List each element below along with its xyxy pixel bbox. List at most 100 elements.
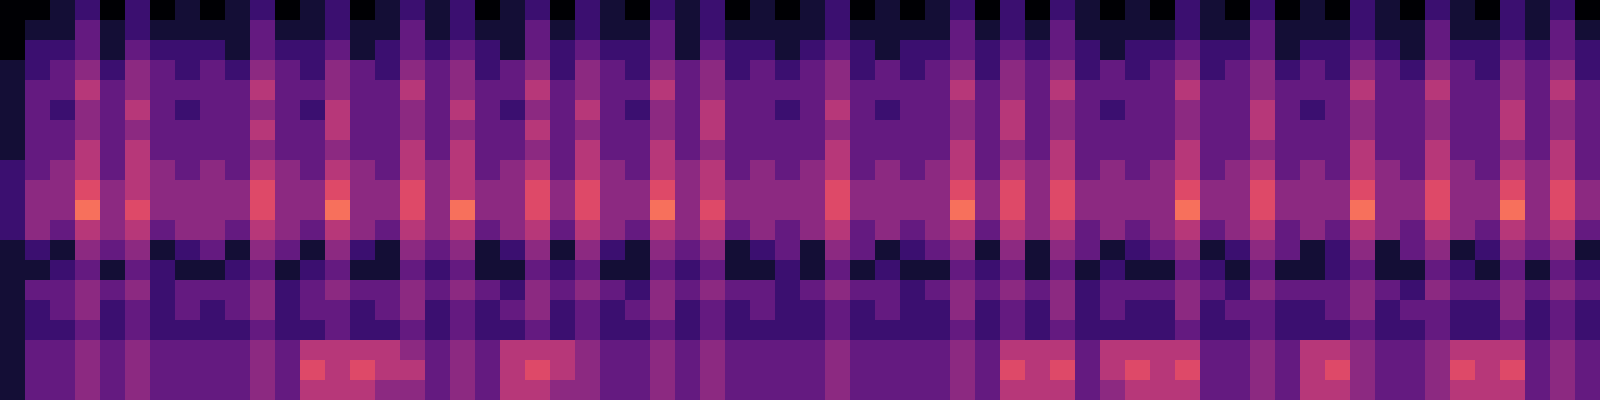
- heatmap-cell: [925, 40, 951, 61]
- heatmap-cell: [700, 60, 726, 81]
- heatmap-cell: [975, 340, 1001, 361]
- heatmap-cell: [500, 120, 526, 141]
- heatmap-cell: [1125, 120, 1151, 141]
- heatmap-cell: [950, 200, 976, 221]
- heatmap-cell: [1375, 320, 1401, 341]
- heatmap-cell: [900, 340, 926, 361]
- heatmap-cell: [1450, 380, 1476, 400]
- heatmap-cell: [1575, 100, 1600, 121]
- heatmap-cell: [350, 320, 376, 341]
- heatmap-cell: [1525, 60, 1551, 81]
- heatmap-cell: [1250, 20, 1276, 41]
- heatmap-cell: [1075, 100, 1101, 121]
- heatmap-cell: [1200, 260, 1226, 281]
- heatmap-cell: [1475, 180, 1501, 201]
- heatmap-cell: [400, 340, 426, 361]
- heatmap-cell: [1075, 240, 1101, 261]
- heatmap-cell: [1125, 260, 1151, 281]
- heatmap-cell: [675, 0, 701, 21]
- heatmap-cell: [0, 380, 26, 400]
- heatmap-cell: [1025, 180, 1051, 201]
- heatmap-cell: [675, 280, 701, 301]
- heatmap-cell: [450, 180, 476, 201]
- heatmap-cell: [725, 140, 751, 161]
- heatmap-cell: [525, 140, 551, 161]
- heatmap-cell: [825, 300, 851, 321]
- heatmap-cell: [75, 280, 101, 301]
- heatmap-cell: [850, 220, 876, 241]
- heatmap-cell: [1125, 360, 1151, 381]
- heatmap-cell: [1250, 340, 1276, 361]
- heatmap-cell: [925, 360, 951, 381]
- heatmap-cell: [50, 60, 76, 81]
- heatmap-cell: [950, 360, 976, 381]
- heatmap-cell: [75, 140, 101, 161]
- heatmap-cell: [1450, 200, 1476, 221]
- heatmap-cell: [75, 180, 101, 201]
- heatmap-cell: [975, 260, 1001, 281]
- heatmap-cell: [450, 240, 476, 261]
- heatmap-cell: [1250, 140, 1276, 161]
- heatmap-cell: [25, 180, 51, 201]
- heatmap-cell: [1275, 340, 1301, 361]
- heatmap-cell: [175, 140, 201, 161]
- heatmap-cell: [300, 160, 326, 181]
- heatmap-cell: [1100, 160, 1126, 181]
- heatmap-cell: [825, 120, 851, 141]
- heatmap-cell: [400, 80, 426, 101]
- heatmap-cell: [1250, 220, 1276, 241]
- heatmap-cell: [975, 280, 1001, 301]
- heatmap-cell: [625, 200, 651, 221]
- heatmap-cell: [650, 120, 676, 141]
- heatmap-cell: [1225, 260, 1251, 281]
- heatmap-cell: [500, 260, 526, 281]
- heatmap-cell: [1375, 240, 1401, 261]
- heatmap-cell: [200, 340, 226, 361]
- heatmap-cell: [1000, 120, 1026, 141]
- heatmap-cell: [925, 80, 951, 101]
- heatmap-cell: [50, 160, 76, 181]
- heatmap-cell: [100, 260, 126, 281]
- heatmap-cell: [1300, 80, 1326, 101]
- heatmap-cell: [650, 320, 676, 341]
- heatmap-cell: [1500, 360, 1526, 381]
- heatmap-cell: [225, 160, 251, 181]
- heatmap-cell: [900, 0, 926, 21]
- heatmap-cell: [1075, 380, 1101, 400]
- heatmap-cell: [1000, 180, 1026, 201]
- heatmap-cell: [425, 0, 451, 21]
- heatmap-cell: [400, 100, 426, 121]
- heatmap-cell: [875, 220, 901, 241]
- heatmap-cell: [1400, 100, 1426, 121]
- heatmap-cell: [425, 80, 451, 101]
- heatmap-cell: [800, 80, 826, 101]
- heatmap-cell: [50, 0, 76, 21]
- heatmap-cell: [875, 140, 901, 161]
- heatmap-cell: [1275, 140, 1301, 161]
- heatmap-cell: [1075, 360, 1101, 381]
- heatmap-cell: [1375, 220, 1401, 241]
- heatmap-cell: [375, 320, 401, 341]
- heatmap-cell: [50, 320, 76, 341]
- heatmap-cell: [1050, 320, 1076, 341]
- heatmap-cell: [950, 380, 976, 400]
- heatmap-cell: [925, 100, 951, 121]
- heatmap-cell: [1500, 200, 1526, 221]
- heatmap-cell: [350, 200, 376, 221]
- heatmap-cell: [600, 220, 626, 241]
- heatmap-cell: [1000, 140, 1026, 161]
- heatmap-cell: [350, 60, 376, 81]
- heatmap-cell: [450, 20, 476, 41]
- heatmap-cell: [175, 340, 201, 361]
- heatmap-cell: [1125, 20, 1151, 41]
- heatmap-cell: [650, 200, 676, 221]
- heatmap-cell: [0, 240, 26, 261]
- heatmap-cell: [525, 0, 551, 21]
- heatmap-cell: [100, 20, 126, 41]
- heatmap-cell: [1450, 40, 1476, 61]
- heatmap-cell: [850, 60, 876, 81]
- heatmap-cell: [1000, 40, 1026, 61]
- heatmap-cell: [850, 320, 876, 341]
- heatmap-cell: [450, 280, 476, 301]
- heatmap-cell: [1475, 360, 1501, 381]
